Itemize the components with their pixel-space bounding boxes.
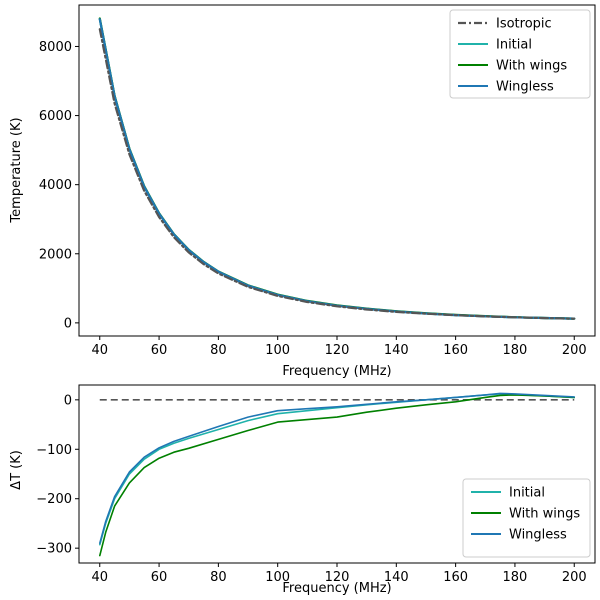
x-tick-label: 160: [443, 343, 468, 358]
x-tick-label: 40: [91, 343, 108, 358]
legend-box: [462, 478, 591, 558]
legend-label: Initial: [509, 486, 545, 501]
bottom-y-axis-label: ΔT (K): [9, 450, 24, 490]
legend-label: With wings: [509, 507, 580, 522]
x-tick-label: 120: [325, 343, 350, 358]
bottom-x-axis-label: Frequency (MHz): [282, 581, 391, 596]
y-tick-label: 4000: [39, 178, 72, 193]
y-tick-label: 2000: [39, 247, 72, 262]
x-tick-label: 100: [265, 343, 290, 358]
legend-label: Wingless: [509, 528, 567, 543]
top-x-axis-label: Frequency (MHz): [282, 364, 391, 379]
series-line-wingless: [99, 392, 576, 545]
legend-label: Isotropic: [496, 17, 552, 32]
series-line-with-wings: [99, 394, 576, 557]
top-legend: Isotropic Initial With wings Wingless: [449, 9, 591, 99]
x-tick-label: 80: [210, 343, 227, 358]
x-tick-label: 40: [91, 570, 108, 585]
bottom-legend: Initial With wings Wingless: [462, 478, 591, 558]
top-panel-temperature: 40 60 80 100 120 140 160 180 200 0 2000 4000 6000 80…: [9, 4, 596, 379]
y-tick-label: −200: [36, 492, 72, 507]
x-tick-label: 200: [562, 570, 587, 585]
y-tick-label: 0: [64, 393, 72, 408]
x-tick-label: 60: [151, 343, 168, 358]
x-tick-label: 120: [325, 570, 350, 585]
legend-label: With wings: [496, 59, 567, 74]
y-tick-label: −100: [36, 443, 72, 458]
x-tick-label: 200: [562, 343, 587, 358]
x-tick-label: 180: [503, 343, 528, 358]
y-tick-label: 6000: [39, 109, 72, 124]
x-tick-label: 140: [384, 343, 409, 358]
series-line-isotropic: [98, 28, 576, 320]
x-tick-label: 60: [151, 570, 168, 585]
legend-label: Wingless: [496, 80, 554, 95]
x-tick-label: 100: [265, 570, 290, 585]
x-tick-label: 160: [443, 570, 468, 585]
y-tick-label: 0: [64, 316, 72, 331]
y-tick-label: −300: [36, 542, 72, 557]
x-tick-label: 80: [210, 570, 227, 585]
y-tick-label: 8000: [39, 40, 72, 55]
top-y-axis-label: Temperature (K): [9, 117, 24, 223]
legend-box: [449, 9, 591, 99]
bottom-panel-delta: 40 60 80 100 120 140 160 180 200 0 −100 −200 −300 F…: [9, 384, 596, 596]
x-tick-label: 180: [503, 570, 528, 585]
legend-label: Initial: [496, 38, 532, 53]
x-tick-label: 140: [384, 570, 409, 585]
